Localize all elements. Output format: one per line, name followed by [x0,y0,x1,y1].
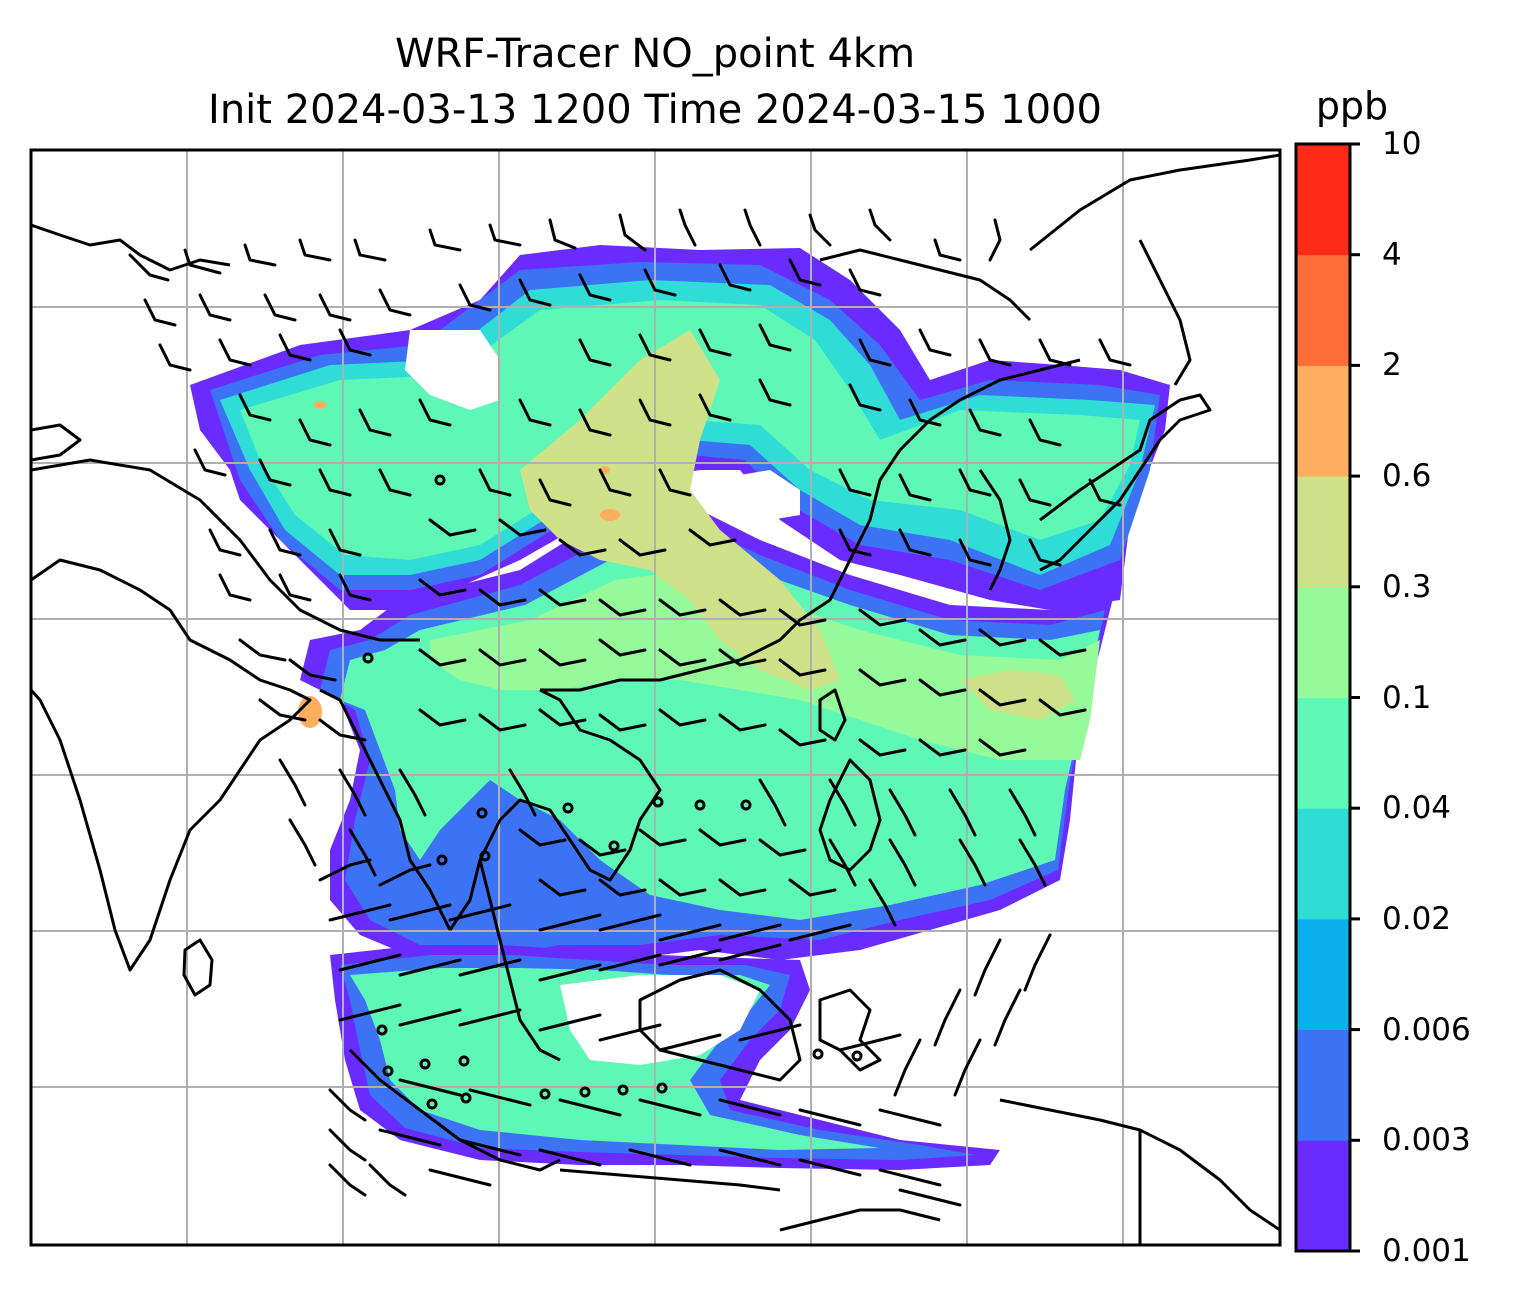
colorbar-tick-label: 0.003 [1382,1122,1471,1159]
coast-taiwan [818,688,847,742]
colorbar-tick-label: 0.02 [1382,900,1452,937]
colorbar-segment [1296,476,1350,588]
coast-central-asia [31,223,231,272]
coast-borneo [638,968,802,1082]
colorbar-tick-label: 4 [1382,236,1402,273]
border-sea-china [819,248,1032,322]
coast-australia-north [779,1208,941,1232]
coast-srilanka [182,938,214,997]
plot-title-line-1: WRF-Tracer NO_point 4km [394,31,916,77]
coast-china [540,358,1081,692]
plume-north-gap-2 [405,330,500,410]
coast-indochina [448,688,662,931]
map-area [31,150,1280,1245]
colorbar-segment [1296,144,1350,256]
colorbar-segment [1296,697,1350,809]
colorbar-segment [1296,918,1350,1031]
colorbar-tick-label: 0.6 [1382,458,1432,495]
colorbar-segment [1296,1029,1350,1141]
border-myanmar [319,688,452,931]
colorbar-tick-label: 0.006 [1382,1011,1471,1048]
plume-north-gap-1 [740,470,800,520]
colorbar-segment [1296,254,1350,366]
plume-east-yellow [960,670,1075,720]
colorbar-tick-label: 0.3 [1382,568,1432,605]
calm-markers [362,474,863,1110]
border-himalaya [31,458,420,642]
plume-central-yellow [520,330,840,690]
coast-philippines [818,758,882,872]
coast-malay [478,859,561,1062]
coast-java [559,1168,781,1192]
plume-south-gap [560,975,760,1065]
colorbar-tick-label: 0.04 [1382,790,1452,827]
colorbar-unit-label: ppb [1315,84,1389,128]
colorbar-tick-label: 2 [1382,347,1402,384]
wind-barbs [128,208,1132,1207]
colorbar-segment [1296,586,1350,698]
coast-india [31,558,312,972]
colorbar-segment [1296,365,1350,477]
colorbar-tick-label: 0.001 [1382,1233,1471,1269]
colorbar-tick-label: 0.1 [1382,679,1432,716]
map-gridlines [31,150,1280,1245]
coast-kamchatka [1138,239,1192,386]
coast-sulawesi [818,988,882,1072]
colorbar-tick-label: 10 [1382,126,1422,162]
plume-hotspot-2 [314,401,326,409]
tracer-plume-fill [190,245,1170,1170]
colorbar [1294,142,1360,1253]
colorbar-segment [1296,808,1350,920]
plume-hotspot-1 [600,509,620,521]
coast-newguinea [999,1098,1280,1232]
plot-title-line-2: Init 2024-03-13 1200 Time 2024-03-15 100… [208,87,1102,133]
coast-caspian-east [31,423,82,462]
map-frame [29,148,1282,1247]
colorbar-segment [1296,1140,1350,1252]
coastlines [31,153,1280,1245]
coast-siberia [1029,153,1280,252]
coast-japan [1039,393,1212,572]
coast-korea [978,469,1012,591]
